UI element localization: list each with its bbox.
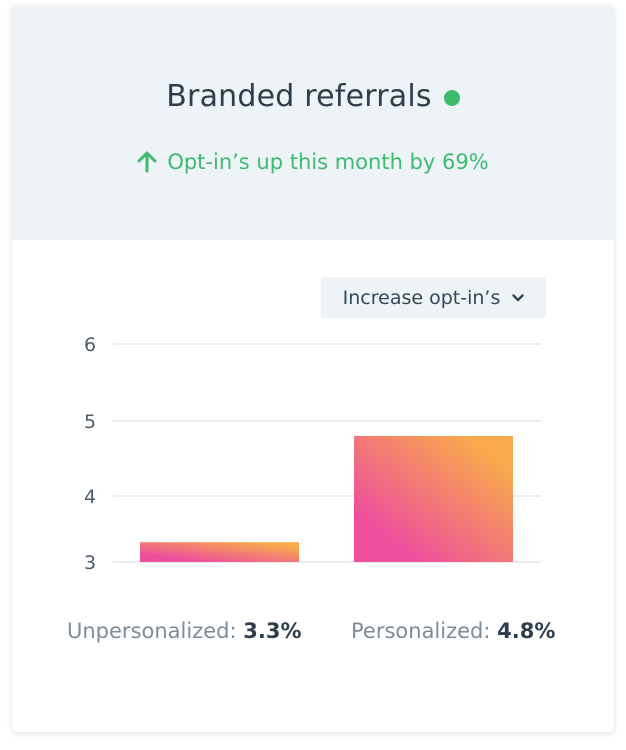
trend-text: Opt-in’s up this month by 69%: [167, 150, 489, 174]
goal-dropdown[interactable]: Increase opt-in’s: [321, 277, 546, 318]
y-tick-label: 6: [84, 334, 96, 356]
bar-chart: 3 4 5 6: [84, 334, 541, 574]
card-header: Branded referrals Opt-in’s up this month…: [12, 6, 614, 240]
legend-item-personalized: Personalized: 4.8%: [351, 619, 555, 643]
y-tick-label: 3: [84, 552, 96, 574]
legend-label: Unpersonalized:: [67, 619, 237, 643]
dropdown-selected: Increase opt-in’s: [342, 286, 501, 309]
legend-value: 3.3%: [243, 619, 302, 643]
legend-label: Personalized:: [351, 619, 491, 643]
bar-personalized: [354, 436, 513, 562]
branded-referrals-card: Branded referrals Opt-in’s up this month…: [12, 6, 614, 732]
arrow-up-icon: [137, 151, 157, 173]
card-title: Branded referrals: [166, 78, 432, 114]
y-tick-label: 4: [84, 486, 96, 508]
legend-value: 4.8%: [497, 619, 556, 643]
bar-unpersonalized: [140, 542, 299, 562]
trend-row: Opt-in’s up this month by 69%: [12, 146, 614, 178]
chart-legend: Unpersonalized: 3.3% Personalized: 4.8%: [12, 619, 614, 651]
legend-item-unpersonalized: Unpersonalized: 3.3%: [67, 619, 302, 643]
status-dot: [443, 89, 460, 106]
y-tick-label: 5: [84, 411, 96, 433]
chevron-down-icon: [512, 293, 525, 301]
title-row: Branded referrals: [12, 76, 614, 116]
